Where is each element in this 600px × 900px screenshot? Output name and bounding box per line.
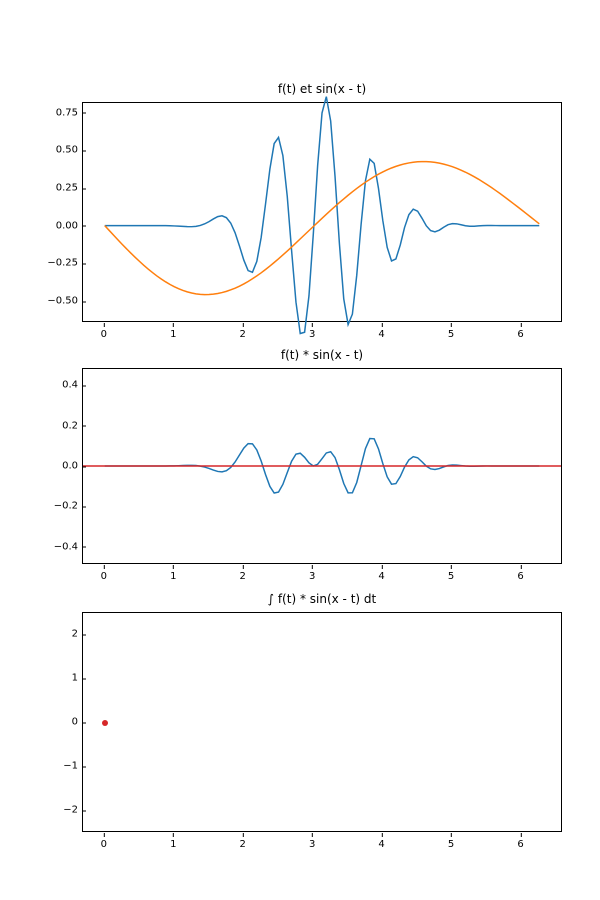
ytick-label: −2 [34, 805, 78, 816]
xtick-label: 1 [170, 329, 176, 340]
subplot-3-lines [83, 613, 561, 831]
ytick-label: 2 [34, 629, 78, 640]
xtick-label: 6 [517, 839, 523, 850]
series-line [105, 162, 540, 295]
ytick-label: −1 [34, 761, 78, 772]
subplot-2: f(t) * sin(x - t) −0.4−0.20.00.20.401234… [82, 368, 562, 564]
xtick-label: 4 [378, 571, 384, 582]
ytick-label: 0.0 [34, 461, 78, 472]
subplot-3-plotarea [82, 612, 562, 832]
subplot-2-lines [83, 369, 561, 563]
series-line [105, 97, 540, 334]
ytick-label: −0.2 [34, 501, 78, 512]
xtick-label: 2 [240, 571, 246, 582]
xtick-label: 1 [170, 839, 176, 850]
xtick-label: 0 [101, 839, 107, 850]
xtick-label: 5 [448, 329, 454, 340]
xtick-label: 6 [517, 329, 523, 340]
xtick-label: 0 [101, 329, 107, 340]
xtick-label: 1 [170, 571, 176, 582]
ytick-label: 0.75 [34, 107, 78, 118]
subplot-1: f(t) et sin(x - t) −0.50−0.250.000.250.5… [82, 102, 562, 322]
ytick-label: 0.25 [34, 183, 78, 194]
xtick-label: 3 [309, 329, 315, 340]
xtick-label: 5 [448, 839, 454, 850]
ytick-label: 0 [34, 717, 78, 728]
xtick-label: 3 [309, 571, 315, 582]
subplot-1-plotarea [82, 102, 562, 322]
ytick-label: 0.4 [34, 380, 78, 391]
xtick-label: 2 [240, 839, 246, 850]
ytick-label: 0.00 [34, 220, 78, 231]
ytick-label: −0.50 [34, 296, 78, 307]
ytick-label: 1 [34, 673, 78, 684]
subplot-2-plotarea [82, 368, 562, 564]
xtick-label: 2 [240, 329, 246, 340]
subplot-1-title: f(t) et sin(x - t) [82, 82, 562, 96]
xtick-label: 0 [101, 571, 107, 582]
subplot-3: ∫ f(t) * sin(x - t) dt −2−10120123456 [82, 612, 562, 832]
ytick-label: −0.25 [34, 258, 78, 269]
ytick-label: −0.4 [34, 541, 78, 552]
xtick-label: 3 [309, 839, 315, 850]
ytick-label: 0.2 [34, 420, 78, 431]
xtick-label: 5 [448, 571, 454, 582]
xtick-label: 4 [378, 839, 384, 850]
integral-marker [102, 720, 108, 726]
ytick-label: 0.50 [34, 145, 78, 156]
subplot-3-title: ∫ f(t) * sin(x - t) dt [82, 592, 562, 606]
xtick-label: 6 [517, 571, 523, 582]
figure: f(t) et sin(x - t) −0.50−0.250.000.250.5… [0, 0, 600, 900]
subplot-1-lines [83, 103, 561, 321]
xtick-label: 4 [378, 329, 384, 340]
subplot-2-title: f(t) * sin(x - t) [82, 348, 562, 362]
